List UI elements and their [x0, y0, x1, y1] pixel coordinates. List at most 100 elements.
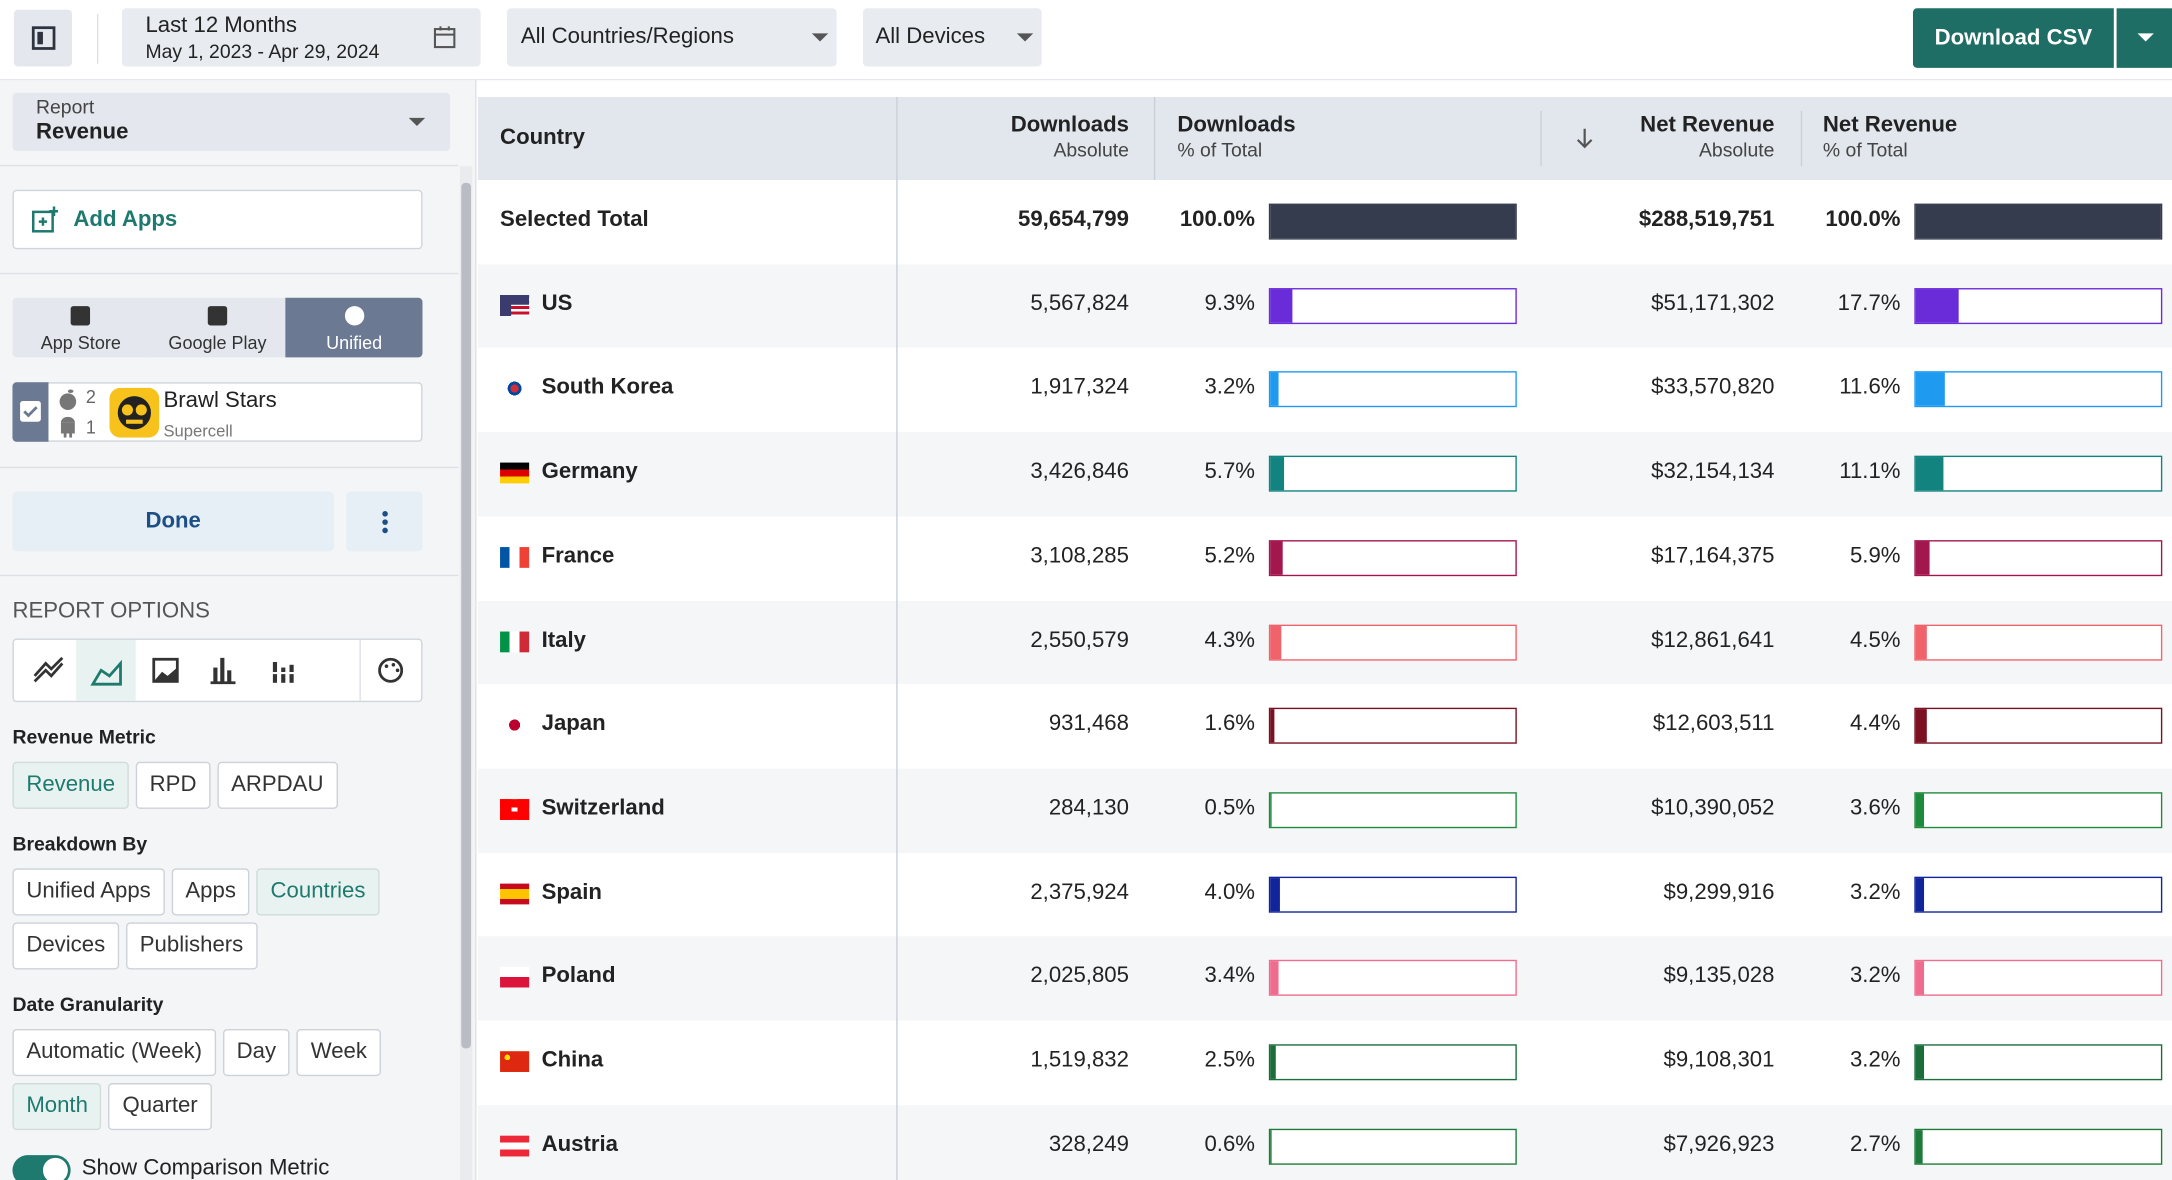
option-button[interactable]: Devices [12, 922, 119, 970]
header-subtitle: Absolute [1053, 138, 1129, 161]
store-label: Google Play [168, 332, 267, 354]
store-tab[interactable]: App Store [12, 297, 150, 358]
header-title: Downloads [1177, 113, 1296, 138]
store-tab[interactable]: Google Play [149, 297, 286, 358]
country-name: Austria [541, 1132, 618, 1157]
store-label: App Store [40, 332, 121, 354]
share-bar-track [1914, 287, 2163, 324]
bar-chart-icon[interactable] [210, 657, 236, 685]
share-bar [1270, 625, 1281, 659]
downloads: 328,249 [1048, 1132, 1129, 1157]
store-label: Unified [326, 332, 383, 354]
download-menu[interactable] [2116, 8, 2172, 68]
downloads: 1,917,324 [1030, 375, 1129, 400]
share-bar-track [1268, 876, 1517, 913]
flag-icon [500, 294, 530, 316]
data-table: Country Downloads Absolute Downloads% of To… [477, 80, 2172, 1180]
option-button[interactable]: RPD [135, 761, 211, 809]
option-button[interactable]: Apps [171, 868, 250, 916]
add-apps[interactable]: Add Apps [12, 189, 423, 250]
option-button[interactable]: ARPDAU [217, 761, 338, 809]
option-button[interactable]: Day [222, 1029, 290, 1077]
option-button[interactable]: Automatic (Week) [12, 1029, 216, 1077]
device-filter[interactable]: All Devices [862, 8, 1042, 67]
column-divider [896, 96, 898, 1180]
palette-icon[interactable] [378, 657, 404, 683]
share-bar [1915, 1045, 1924, 1079]
country-name: Spain [541, 880, 602, 904]
country-name: Germany [541, 459, 638, 484]
flag-icon [500, 967, 530, 988]
app-checkbox[interactable] [12, 382, 49, 442]
stacked-area-icon[interactable] [152, 657, 179, 683]
country-name: Japan [541, 712, 606, 736]
revenue: $10,390,052 [1651, 796, 1775, 820]
group-title: Revenue Metric [12, 725, 156, 748]
more-button[interactable] [346, 491, 423, 552]
country-filter[interactable]: All Countries/Regions [506, 8, 837, 67]
revenue: $9,299,916 [1663, 880, 1775, 904]
date-picker[interactable]: Last 12 Months May 1, 2023 - Apr 29, 202… [121, 8, 481, 67]
line-chart-icon[interactable] [33, 656, 64, 683]
share-bar [1915, 793, 1925, 827]
divider [0, 466, 459, 469]
country-name: South Korea [541, 375, 674, 400]
header-country: Country [500, 126, 586, 150]
country-name: Selected Total [500, 207, 649, 232]
option-button[interactable]: Month [12, 1083, 102, 1131]
flag-icon [500, 798, 530, 820]
sidebar [0, 80, 477, 1180]
option-button[interactable]: Revenue [12, 761, 129, 809]
share-bar-track [1268, 539, 1517, 576]
share-bar-track [1268, 455, 1517, 492]
comparison-toggle[interactable] [12, 1155, 71, 1180]
revenue: $17,164,375 [1651, 544, 1775, 568]
sort-arrow[interactable] [1575, 127, 1594, 149]
downloads: 284,130 [1048, 796, 1129, 820]
scrollbar-thumb[interactable] [461, 182, 471, 1049]
comparison-label: Show Comparison Metric [81, 1156, 330, 1180]
header-subtitle: Absolute [1698, 138, 1775, 161]
share-bar [1915, 541, 1931, 575]
divider [0, 574, 459, 577]
share-bar-track [1268, 203, 1517, 240]
revenue: $9,108,301 [1663, 1048, 1775, 1072]
area-chart-selected[interactable] [76, 639, 136, 701]
stacked-bar-icon[interactable] [271, 662, 297, 683]
revenue: $33,570,820 [1651, 375, 1775, 400]
date-detail: May 1, 2023 - Apr 29, 2024 [145, 40, 380, 63]
check-icon [20, 400, 41, 422]
share-bar-track [1914, 1044, 2163, 1081]
share-bar-track [1914, 960, 2163, 997]
downloads-pct: 0.6% [1204, 1132, 1255, 1157]
ios-count: 2 [85, 386, 96, 408]
option-button[interactable]: Publishers [125, 922, 258, 970]
store-icon [344, 306, 364, 326]
downloads-pct: 100.0% [1179, 207, 1255, 232]
share-bar [1915, 709, 1927, 743]
downloads-pct: 2.5% [1204, 1048, 1255, 1072]
header-divider [1540, 110, 1542, 167]
revenue: $288,519,751 [1638, 207, 1775, 232]
option-button[interactable]: Week [296, 1029, 381, 1077]
option-button[interactable]: Countries [256, 868, 380, 916]
store-tab[interactable]: Unified [285, 297, 423, 358]
report-select[interactable]: Report Revenue [12, 92, 451, 151]
options-title: REPORT OPTIONS [12, 599, 210, 624]
share-bar-track [1914, 455, 2163, 492]
share-bar [1915, 289, 1960, 323]
caret [1016, 33, 1034, 42]
share-bar-track [1268, 623, 1517, 660]
revenue-pct: 3.2% [1849, 1048, 1901, 1072]
apple-icon [59, 389, 77, 410]
option-button[interactable]: Unified Apps [12, 868, 165, 916]
sidebar-toggle[interactable] [13, 9, 73, 67]
country-name: Switzerland [541, 796, 665, 820]
done-button[interactable]: Done [12, 491, 334, 552]
revenue-pct: 3.2% [1849, 880, 1901, 904]
option-button[interactable]: Quarter [108, 1083, 212, 1131]
downloads: 59,654,799 [1018, 207, 1129, 232]
app-name: Brawl Stars [163, 389, 277, 413]
download-csv[interactable]: Download CSV [1912, 8, 2114, 68]
toggle-knob [42, 1157, 68, 1180]
